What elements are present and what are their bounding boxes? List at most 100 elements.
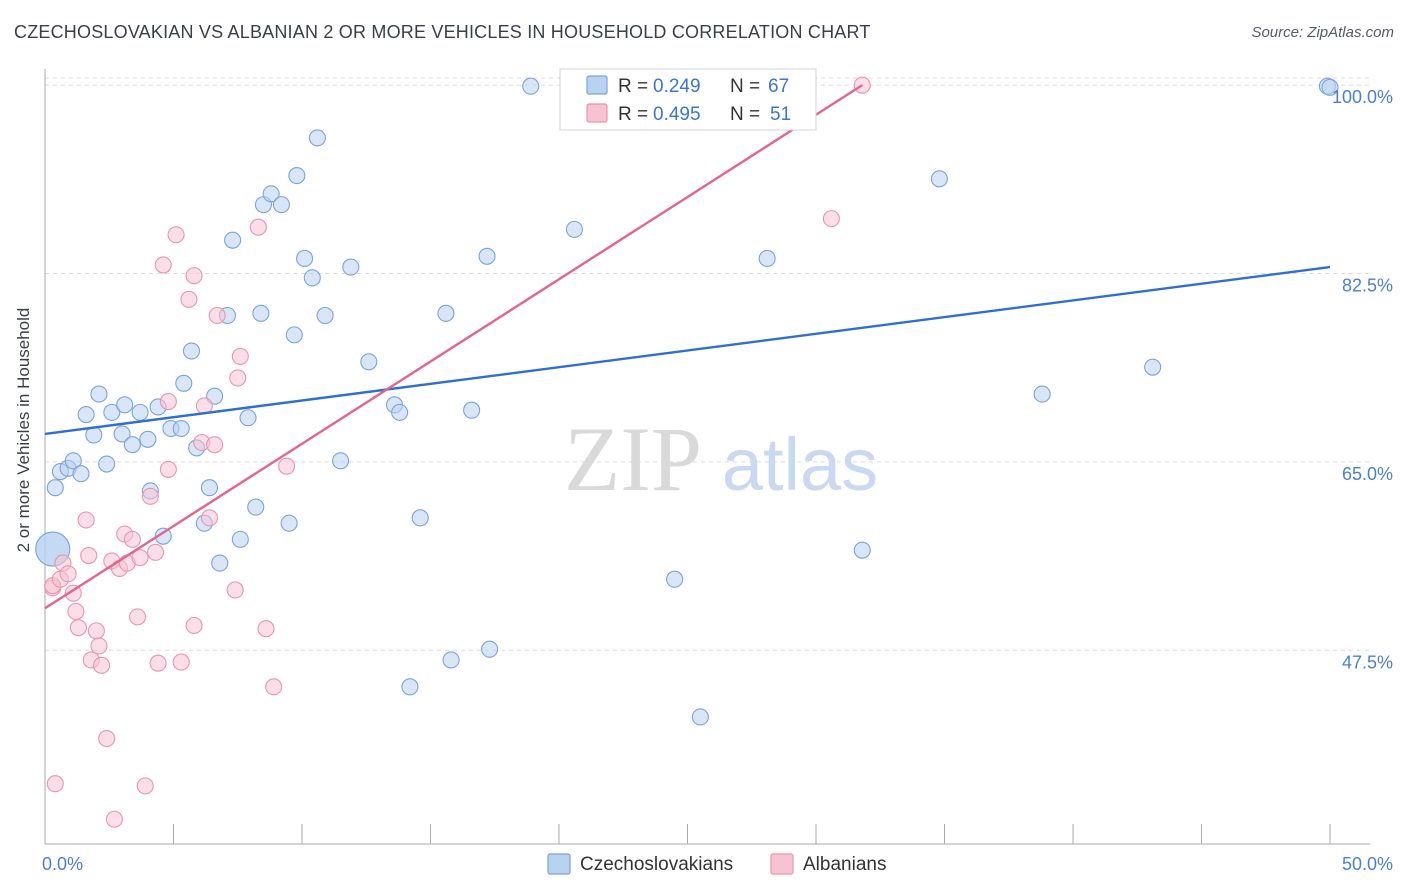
point-albanians xyxy=(123,530,141,548)
data-points xyxy=(35,76,1339,828)
point-czechoslovakians xyxy=(360,353,378,371)
point-czechoslovakians xyxy=(285,326,303,344)
point-czechoslovakians xyxy=(252,304,270,322)
point-czechoslovakians xyxy=(691,708,709,726)
point-czechoslovakians xyxy=(411,509,429,527)
tick-labels: 100.0% 82.5% 65.0% 47.5% 0.0% 50.0% xyxy=(42,87,1393,874)
point-albanians xyxy=(265,678,283,696)
point-czechoslovakians xyxy=(90,385,108,403)
point-czechoslovakians xyxy=(72,465,90,483)
point-albanians xyxy=(80,546,98,565)
point-czechoslovakians xyxy=(296,249,314,267)
point-czechoslovakians xyxy=(272,196,290,214)
point-czechoslovakians xyxy=(288,167,306,185)
point-czechoslovakians xyxy=(1033,385,1051,403)
point-albanians xyxy=(64,584,82,602)
point-czechoslovakians xyxy=(463,401,481,419)
point-albanians xyxy=(231,347,249,365)
legend-swatch-czechoslovakians xyxy=(586,75,608,95)
point-czechoslovakians xyxy=(478,247,496,265)
point-czechoslovakians xyxy=(239,409,257,427)
y-tick-label: 65.0% xyxy=(1342,464,1393,484)
point-albanians xyxy=(278,457,296,475)
point-czechoslovakians xyxy=(231,530,249,548)
point-albanians xyxy=(146,543,165,561)
point-czechoslovakians xyxy=(391,403,409,421)
grid-lines xyxy=(45,77,1370,651)
legend-n-value-1: 67 xyxy=(768,76,789,97)
point-czechoslovakians xyxy=(98,455,116,473)
point-albanians xyxy=(208,306,226,325)
point-czechoslovakians xyxy=(131,403,149,421)
point-albanians xyxy=(46,775,64,793)
bottom-legend-label-czechoslovakians: Czechoslovakians xyxy=(580,854,733,875)
point-czechoslovakians xyxy=(262,185,280,203)
point-czechoslovakians xyxy=(758,249,776,267)
point-albanians xyxy=(200,509,219,527)
point-czechoslovakians xyxy=(247,498,265,516)
stats-legend: R = 0.249 N = 67 R = 0.495 N = 51 xyxy=(559,68,817,131)
point-albanians xyxy=(159,460,177,478)
watermark: ZIP atlas xyxy=(564,408,878,510)
point-czechoslovakians xyxy=(930,170,948,188)
bottom-legend-swatch-czechoslovakians xyxy=(547,853,571,875)
point-czechoslovakians xyxy=(123,436,141,454)
point-czechoslovakians xyxy=(211,554,229,572)
point-albanians xyxy=(128,608,147,626)
point-albanians xyxy=(167,226,185,244)
point-albanians xyxy=(257,620,275,638)
point-czechoslovakians xyxy=(46,479,64,497)
point-albanians xyxy=(87,622,105,640)
point-czechoslovakians xyxy=(1321,78,1339,96)
point-czechoslovakians xyxy=(666,570,684,588)
point-albanians xyxy=(131,549,149,567)
point-albanians xyxy=(105,810,123,828)
point-albanians xyxy=(206,436,224,454)
point-czechoslovakians xyxy=(308,129,326,147)
y-tick-label: 82.5% xyxy=(1342,276,1393,296)
legend-n-value-2: 51 xyxy=(770,104,791,125)
watermark-zip: ZIP xyxy=(564,408,702,510)
point-czechoslovakians xyxy=(316,306,334,325)
trend-line-czechoslovakians xyxy=(44,265,1331,436)
point-czechoslovakians xyxy=(116,396,134,414)
legend-r-label-1: R = xyxy=(618,76,648,97)
point-albanians xyxy=(90,637,108,655)
point-albanians xyxy=(141,487,159,505)
point-czechoslovakians xyxy=(113,425,131,443)
bottom-legend-swatch-albanians xyxy=(770,853,794,875)
point-albanians xyxy=(149,654,167,672)
legend-n-label-1: N = xyxy=(730,76,760,97)
point-czechoslovakians xyxy=(139,430,157,448)
x-tick-label: 50.0% xyxy=(1342,854,1393,874)
point-albanians xyxy=(59,565,77,583)
legend-n-label-2: N = xyxy=(730,104,760,125)
trend-lines xyxy=(44,84,1331,610)
point-czechoslovakians xyxy=(182,342,201,360)
point-czechoslovakians xyxy=(565,220,583,238)
point-albanians xyxy=(159,393,177,411)
point-albanians xyxy=(249,218,267,236)
point-albanians xyxy=(180,290,198,308)
point-albanians xyxy=(98,729,116,748)
point-czechoslovakians xyxy=(175,374,193,392)
chart-title: CZECHOSLOVAKIAN VS ALBANIAN 2 OR MORE VE… xyxy=(14,22,871,42)
point-albanians xyxy=(172,653,190,671)
point-albanians xyxy=(77,511,95,529)
point-czechoslovakians xyxy=(1144,358,1162,376)
series-legend: Czechoslovakians Albanians xyxy=(547,853,886,875)
point-czechoslovakians xyxy=(172,419,190,438)
x-tick-label: 0.0% xyxy=(42,854,83,874)
point-czechoslovakians xyxy=(401,678,419,696)
legend-r-value-1: 0.249 xyxy=(653,76,701,97)
watermark-atlas: atlas xyxy=(722,423,878,506)
point-czechoslovakians xyxy=(303,269,321,287)
point-albanians xyxy=(69,619,87,637)
point-czechoslovakians xyxy=(437,304,455,322)
axes xyxy=(44,69,1370,845)
point-czechoslovakians xyxy=(442,651,460,669)
point-albanians xyxy=(185,616,203,635)
point-czechoslovakians xyxy=(154,527,172,545)
point-czechoslovakians xyxy=(331,452,350,470)
y-tick-label: 100.0% xyxy=(1332,87,1393,107)
